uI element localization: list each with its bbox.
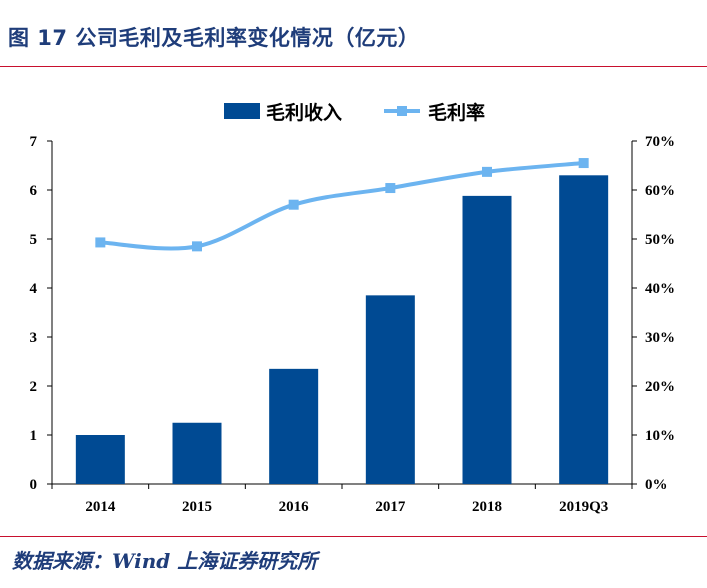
right-tick-label: 50% (645, 232, 675, 248)
x-tick-label: 2019Q3 (559, 499, 608, 515)
legend-label-bar: 毛利收入 (266, 101, 342, 124)
bar (172, 422, 222, 484)
bar (559, 175, 609, 485)
left-tick-label: 0 (30, 477, 38, 493)
bar (365, 295, 415, 484)
line-point (385, 183, 396, 194)
line-point (288, 199, 299, 210)
x-tick-label: 2017 (375, 499, 406, 515)
bar (75, 435, 125, 484)
line-point (578, 158, 589, 169)
title-divider (0, 66, 707, 67)
left-tick-label: 2 (30, 379, 38, 395)
combo-chart: 毛利收入 毛利率 012345670%10%20%30%40%50%60%70%… (30, 101, 676, 515)
legend-swatch-bar (224, 103, 260, 119)
x-tick-label: 2014 (85, 499, 116, 515)
left-tick-label: 4 (30, 281, 38, 297)
line-point (482, 166, 492, 177)
bar (462, 195, 512, 484)
source-note: 数据来源：Wind 上海证券研究所 (12, 549, 318, 573)
x-tick-label: 2018 (472, 499, 502, 515)
right-tick-label: 0% (645, 477, 668, 493)
right-tick-label: 30% (645, 330, 675, 346)
right-tick-label: 40% (645, 281, 675, 297)
line-series-margin-rate (100, 161, 584, 251)
line-point (192, 241, 202, 252)
x-tick-label: 2015 (182, 499, 212, 515)
left-tick-label: 5 (30, 232, 38, 248)
right-tick-label: 20% (645, 379, 675, 395)
legend-swatch-marker (397, 106, 407, 116)
chart-legend: 毛利收入 毛利率 (224, 101, 485, 124)
line-point (95, 237, 106, 248)
left-tick-label: 1 (30, 428, 38, 444)
right-tick-label: 70% (645, 134, 675, 150)
legend-label-line: 毛利率 (428, 101, 485, 124)
right-tick-label: 10% (645, 428, 675, 444)
footer-divider (0, 536, 707, 537)
bar (269, 368, 319, 484)
left-tick-label: 3 (30, 330, 38, 346)
left-tick-label: 6 (30, 183, 38, 199)
left-tick-label: 7 (30, 134, 38, 150)
x-tick-label: 2016 (279, 499, 310, 515)
chart-title: 图 17 公司毛利及毛利率变化情况（亿元） (8, 26, 420, 50)
right-tick-label: 60% (645, 183, 675, 199)
